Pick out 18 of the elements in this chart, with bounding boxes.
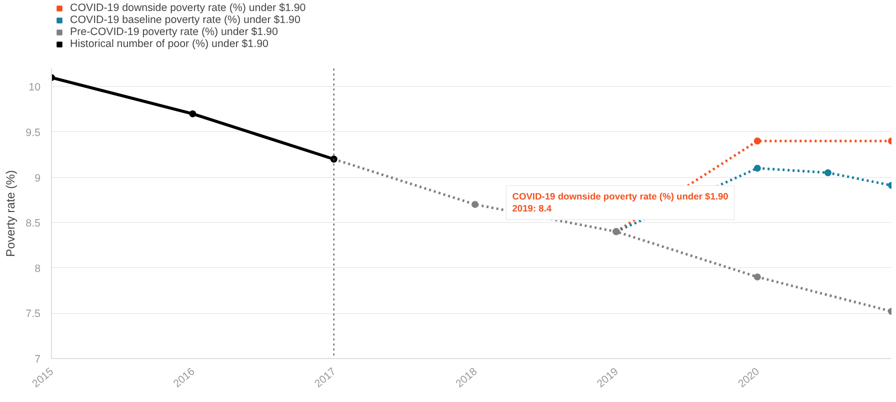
legend-label: COVID-19 baseline poverty rate (%) under $1.90 [70,14,300,26]
point [754,164,761,172]
y-tick-label: 8 [34,262,41,275]
y-tick-label: 10 [28,82,41,94]
y-tick-label: 8.5 [26,218,41,230]
y-axis-title: Poverty rate (%) [4,170,18,257]
y-tick-label: 7 [34,354,41,366]
point [472,200,479,208]
point [189,110,196,118]
y-tick-label: 7.5 [26,308,41,320]
legend-label: Pre-COVID-19 poverty rate (%) under $1.90 [70,26,278,38]
y-tick-label: 9.5 [26,126,41,139]
legend-label: COVID-19 downside poverty rate (%) under $1.90 [70,2,306,14]
y-tick-label: 9 [34,172,41,184]
annotation: COVID-19 downside poverty rate (%) under $1.90 2019: 8.4 [512,192,728,214]
point [824,169,832,176]
point [754,273,761,280]
legend-label: Historical number of poor (%) under $1.90 [70,38,268,50]
